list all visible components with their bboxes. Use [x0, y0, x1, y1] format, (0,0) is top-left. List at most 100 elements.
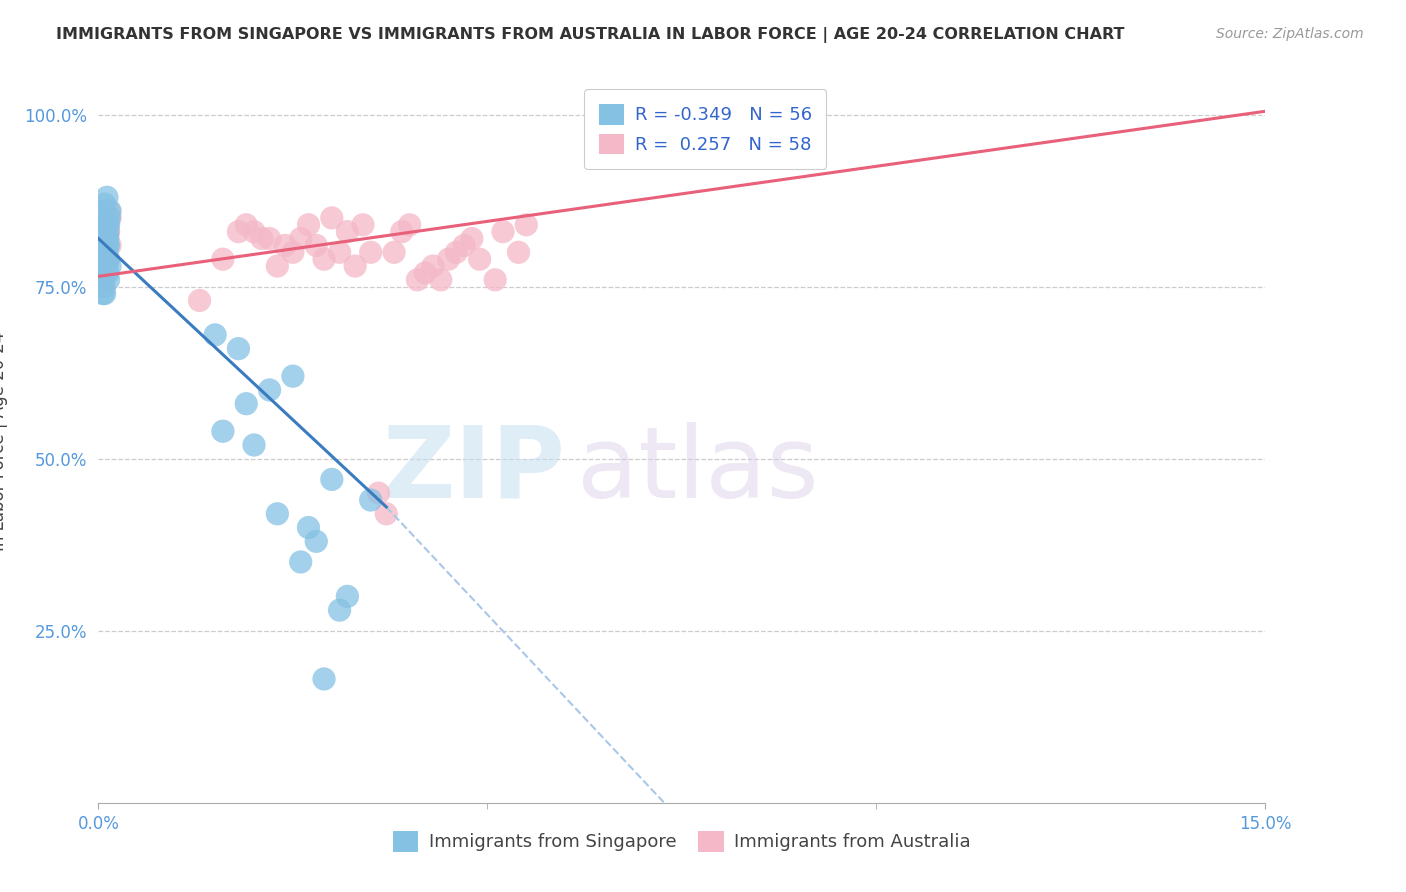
- Point: [97, 225, 120, 239]
- Point: [382, 245, 405, 260]
- Point: [96, 259, 118, 273]
- Point: [96, 252, 118, 267]
- Point: [93, 231, 115, 245]
- Point: [98, 204, 121, 219]
- Point: [94, 259, 117, 273]
- Point: [97, 225, 120, 239]
- Point: [93, 231, 115, 245]
- Text: IMMIGRANTS FROM SINGAPORE VS IMMIGRANTS FROM AUSTRALIA IN LABOR FORCE | AGE 20-2: IMMIGRANTS FROM SINGAPORE VS IMMIGRANTS …: [56, 27, 1125, 43]
- Point: [312, 672, 335, 686]
- Point: [266, 259, 288, 273]
- Point: [93, 225, 115, 239]
- Text: ZIP: ZIP: [382, 422, 565, 519]
- Point: [93, 286, 115, 301]
- Point: [375, 507, 398, 521]
- Point: [98, 259, 121, 273]
- Point: [97, 252, 120, 267]
- Point: [406, 273, 429, 287]
- Point: [259, 231, 281, 245]
- Point: [96, 245, 118, 260]
- Point: [188, 293, 211, 308]
- Point: [484, 273, 506, 287]
- Point: [274, 238, 297, 252]
- Point: [305, 238, 328, 252]
- Point: [297, 520, 319, 534]
- Point: [98, 204, 121, 219]
- Point: [336, 225, 359, 239]
- Point: [367, 486, 389, 500]
- Point: [360, 493, 382, 508]
- Point: [344, 259, 367, 273]
- Point: [97, 218, 120, 232]
- Point: [96, 231, 118, 245]
- Point: [290, 555, 312, 569]
- Point: [453, 238, 475, 252]
- Point: [91, 266, 114, 280]
- Legend: Immigrants from Singapore, Immigrants from Australia: Immigrants from Singapore, Immigrants fr…: [385, 823, 979, 859]
- Point: [94, 259, 117, 273]
- Point: [297, 218, 319, 232]
- Point: [96, 266, 118, 280]
- Point: [228, 342, 250, 356]
- Point: [91, 252, 114, 267]
- Point: [91, 286, 114, 301]
- Point: [93, 204, 115, 219]
- Point: [96, 190, 118, 204]
- Point: [329, 245, 352, 260]
- Y-axis label: In Labor Force | Age 20-24: In Labor Force | Age 20-24: [0, 332, 7, 551]
- Point: [204, 327, 226, 342]
- Point: [93, 218, 115, 232]
- Point: [94, 252, 117, 267]
- Point: [94, 238, 117, 252]
- Point: [461, 231, 484, 245]
- Point: [281, 369, 304, 384]
- Point: [398, 218, 420, 232]
- Point: [321, 211, 343, 225]
- Point: [93, 218, 115, 232]
- Point: [97, 218, 120, 232]
- Point: [91, 273, 114, 287]
- Text: atlas: atlas: [576, 422, 818, 519]
- Point: [93, 273, 115, 287]
- Point: [250, 231, 273, 245]
- Point: [93, 245, 115, 260]
- Point: [235, 397, 257, 411]
- Text: Source: ZipAtlas.com: Source: ZipAtlas.com: [1216, 27, 1364, 41]
- Point: [96, 218, 118, 232]
- Point: [97, 252, 120, 267]
- Point: [97, 225, 120, 239]
- Point: [259, 383, 281, 397]
- Point: [97, 238, 120, 252]
- Point: [243, 225, 266, 239]
- Point: [305, 534, 328, 549]
- Point: [94, 225, 117, 239]
- Point: [98, 238, 121, 252]
- Point: [321, 472, 343, 486]
- Point: [312, 252, 335, 267]
- Point: [98, 211, 121, 225]
- Point: [329, 603, 352, 617]
- Point: [360, 245, 382, 260]
- Point: [93, 266, 115, 280]
- Point: [391, 225, 413, 239]
- Point: [413, 266, 436, 280]
- Point: [266, 507, 288, 521]
- Point: [446, 245, 468, 260]
- Point: [98, 211, 121, 225]
- Point: [91, 279, 114, 293]
- Point: [93, 197, 115, 211]
- Point: [212, 424, 235, 438]
- Point: [96, 252, 118, 267]
- Point: [492, 225, 515, 239]
- Point: [97, 231, 120, 245]
- Point: [96, 211, 118, 225]
- Point: [352, 218, 374, 232]
- Point: [96, 252, 118, 267]
- Point: [243, 438, 266, 452]
- Point: [212, 252, 235, 267]
- Point: [290, 231, 312, 245]
- Point: [94, 245, 117, 260]
- Point: [97, 266, 120, 280]
- Point: [93, 279, 115, 293]
- Point: [228, 225, 250, 239]
